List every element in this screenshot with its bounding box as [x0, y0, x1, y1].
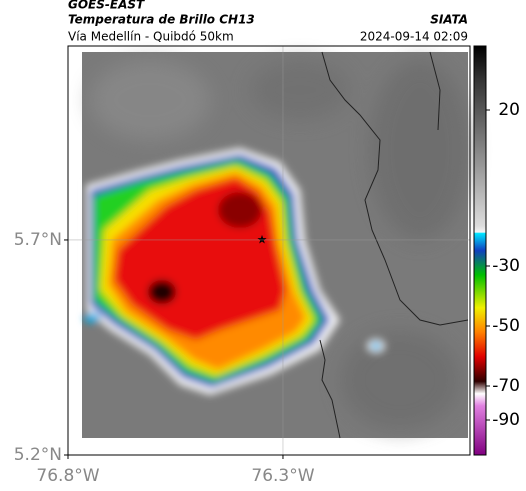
- title: GOES-EAST: [68, 0, 145, 12]
- axes: 76.8°W 76.3°W 5.2°N 5.7°N 20 -30 -50 -70 -90: [14, 46, 520, 486]
- colorbar-tick-label: -90: [492, 410, 520, 430]
- colorbar: [473, 45, 487, 456]
- colorbar-tick-label: -50: [492, 316, 520, 336]
- x-tick-label: 76.3°W: [251, 466, 314, 486]
- x-tick-label: 76.8°W: [36, 466, 99, 486]
- y-tick-label: 5.7°N: [14, 230, 62, 250]
- source: SIATA: [430, 13, 468, 27]
- route: Vía Medellín - Quibdó 50km: [68, 30, 234, 44]
- colorbar-tick-label: -70: [492, 376, 520, 396]
- timestamp: 2024-09-14 02:09: [360, 30, 468, 44]
- location-marker: ★: [257, 233, 268, 247]
- y-tick-label: 5.2°N: [14, 445, 62, 465]
- colorbar-tick-label: 20: [498, 100, 520, 120]
- subtitle: Temperatura de Brillo CH13: [68, 13, 255, 27]
- colorbar-tick-label: -30: [492, 256, 520, 276]
- map-frame: [67, 45, 471, 456]
- satellite-image: ★: [82, 51, 470, 439]
